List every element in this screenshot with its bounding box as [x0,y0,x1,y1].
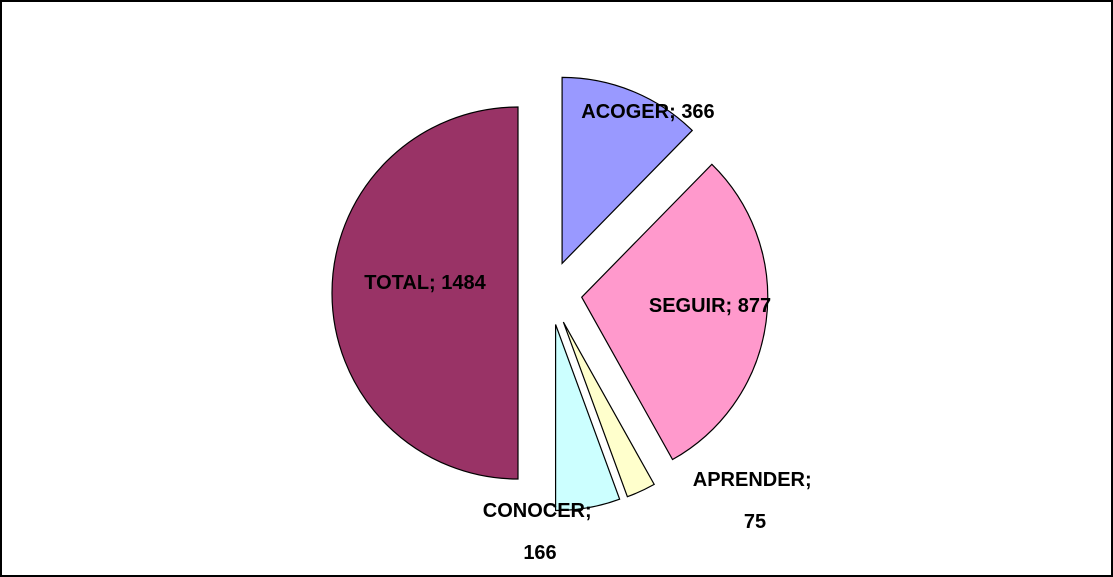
label-value: 366 [681,101,714,123]
pie-slice [561,76,694,265]
pie-slice [554,324,621,512]
label-category: ACOGER [581,101,669,123]
data-label: ACOGER; 366 [581,101,714,123]
label-separator: ; [429,272,441,294]
label-category: CONOCER [483,500,586,522]
pie-slice [562,321,656,498]
label-category: SEGUIR [649,295,726,317]
label-separator: ; [726,295,738,317]
label-separator: ; [805,469,817,491]
label-category: APRENDER [693,469,806,491]
label-value: 166 [523,542,556,564]
label-separator: ; [669,101,681,123]
label-value: 1484 [441,272,486,294]
data-label: SEGUIR; 877 [649,295,771,317]
pie-slice [580,163,769,461]
data-label: TOTAL; 1484 [364,272,486,294]
label-category: TOTAL [364,272,429,294]
data-label: APRENDER; 75 [693,469,817,533]
label-value: 75 [744,511,766,533]
data-label: CONOCER; 166 [483,500,597,564]
pie-slice [331,106,519,480]
label-value: 877 [738,295,771,317]
label-separator: ; [585,500,597,522]
